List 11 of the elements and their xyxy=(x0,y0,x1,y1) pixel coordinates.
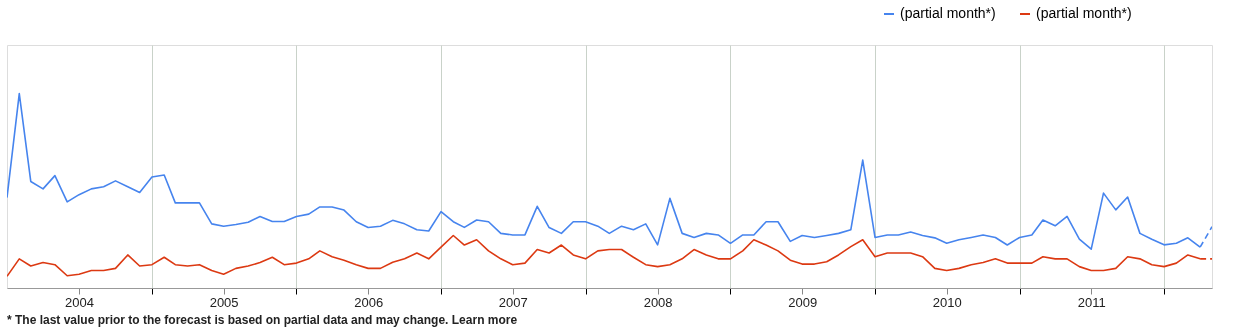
x-tick-label: 2010 xyxy=(932,294,962,310)
legend-label: (partial month*) xyxy=(900,5,996,21)
x-tick-label: 2008 xyxy=(643,294,673,310)
x-tick-label: 2009 xyxy=(788,294,818,310)
x-tick-label: 2011 xyxy=(1077,294,1106,310)
x-tick-label: 2006 xyxy=(354,294,384,310)
text: * The last value prior to the forecast is based on partial data and may change. Learn more xyxy=(7,313,518,327)
legend-label: (partial month*) xyxy=(1036,5,1132,21)
x-tick-label: 2004 xyxy=(65,294,95,310)
x-tick-label: 2007 xyxy=(498,294,528,310)
x-tick-label: 2005 xyxy=(209,294,239,310)
